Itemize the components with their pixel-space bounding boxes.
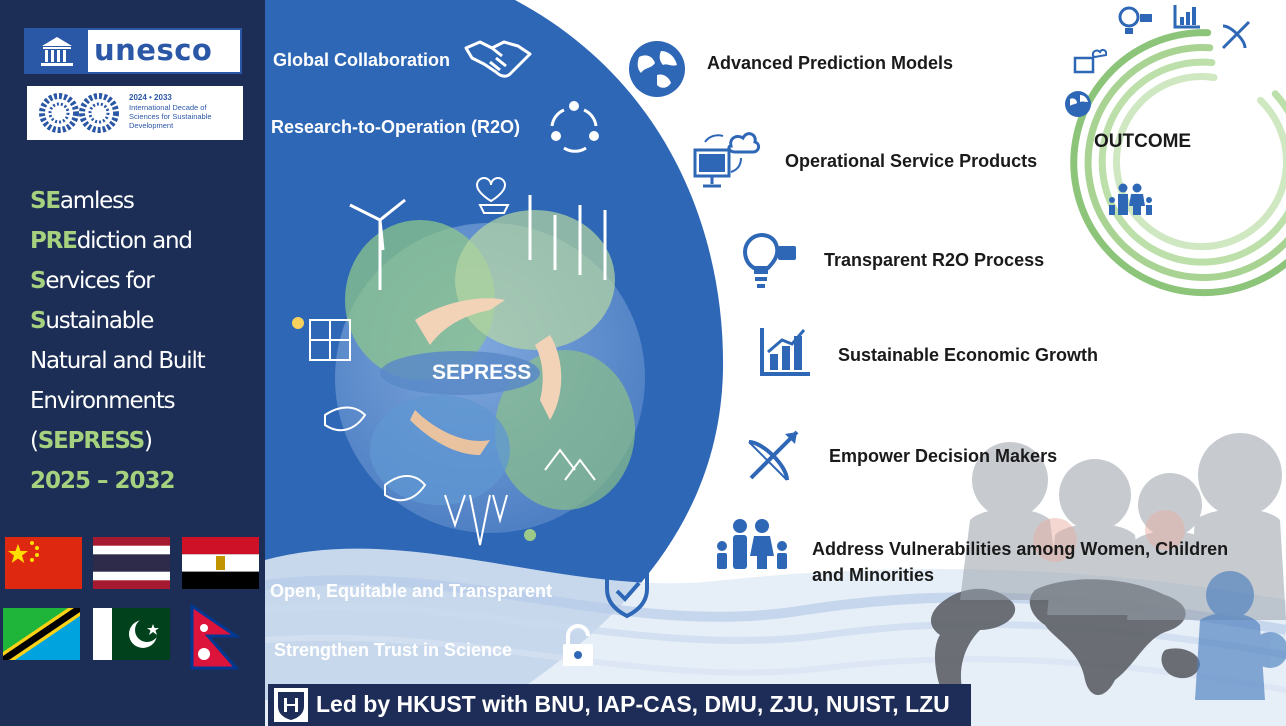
item-operational-service: Operational Service Products bbox=[785, 151, 1038, 171]
family-icon bbox=[717, 519, 787, 569]
lightbulb-icon bbox=[743, 233, 796, 288]
bow-arrow-icon bbox=[748, 430, 799, 481]
title-line-1: SEamless bbox=[30, 188, 135, 214]
flag-tanzania bbox=[3, 608, 80, 660]
item-address-vulnerabilities: Address Vulnerabilities among Women, Chi… bbox=[812, 539, 1228, 586]
unesco-logo: unesco bbox=[24, 28, 242, 74]
outcome-bow-icon bbox=[1221, 20, 1251, 50]
item-global-collaboration: Global Collaboration bbox=[273, 50, 451, 70]
sepress-hub-label: SEPRESS bbox=[432, 361, 532, 384]
outcome-label: OUTCOME bbox=[1094, 131, 1192, 152]
outcome-computer-icon bbox=[1073, 48, 1107, 74]
decade-logo: 2024 • 2033 International Decade of Scie… bbox=[27, 86, 243, 140]
decade-years: 2024 • 2033 bbox=[129, 93, 172, 102]
title-line-4: Sustainable bbox=[30, 308, 154, 334]
shield-check-icon bbox=[605, 563, 649, 619]
bar-chart-icon bbox=[760, 328, 810, 376]
background-graphics bbox=[265, 0, 1286, 726]
handshake-icon bbox=[464, 40, 532, 78]
project-years: 2025 – 2032 bbox=[30, 468, 176, 494]
outcome-globe-icon bbox=[1065, 91, 1091, 117]
item-r2o: Research-to-Operation (R2O) bbox=[271, 117, 521, 137]
cycle-arrows-icon bbox=[550, 101, 599, 153]
flag-thailand bbox=[93, 537, 170, 589]
unlock-icon bbox=[563, 624, 593, 666]
title-acronym: (SEPRESS) bbox=[30, 428, 153, 454]
outcome-lightbulb-icon bbox=[1118, 6, 1152, 34]
computer-cloud-icon bbox=[693, 132, 761, 188]
flag-pakistan bbox=[93, 608, 170, 660]
outcome-family-icon bbox=[1109, 183, 1152, 215]
hkust-logo-icon bbox=[274, 688, 308, 722]
unesco-wordmark: unesco bbox=[94, 33, 213, 67]
flag-egypt bbox=[182, 537, 259, 589]
item-empower-decision: Empower Decision Makers bbox=[829, 446, 1058, 466]
title-line-3: Services for bbox=[30, 268, 155, 294]
item-sustainable-growth: Sustainable Economic Growth bbox=[838, 345, 1099, 365]
globe-icon bbox=[629, 41, 685, 97]
item-advanced-prediction: Advanced Prediction Models bbox=[707, 53, 954, 73]
temple-icon bbox=[26, 30, 88, 72]
item-address-line1: Address Vulnerabilities among Women, Chi… bbox=[812, 539, 1229, 559]
title-line-6: Environments bbox=[30, 388, 176, 414]
item-address-line2: and Minorities bbox=[812, 565, 935, 585]
title-line-5: Natural and Built bbox=[30, 348, 206, 374]
decade-rings-icon bbox=[39, 93, 119, 133]
item-trust-science: Strengthen Trust in Science bbox=[274, 640, 513, 660]
item-transparent-r2o: Transparent R2O Process bbox=[824, 250, 1045, 270]
footer-lead-text: Led by HKUST with BNU, IAP-CAS, DMU, ZJU… bbox=[316, 691, 950, 717]
flag-nepal bbox=[190, 604, 240, 670]
decade-text: International Decade of Sciences for Sus… bbox=[129, 103, 212, 130]
footer-bar: Led by HKUST with BNU, IAP-CAS, DMU, ZJU… bbox=[268, 684, 971, 726]
outcome-chart-icon bbox=[1173, 5, 1200, 29]
left-panel: unesco 2024 • 2033 International Decade … bbox=[0, 0, 265, 726]
title-line-2: PREdiction and bbox=[30, 228, 193, 254]
flag-china bbox=[5, 537, 82, 589]
item-open-equitable: Open, Equitable and Transparent bbox=[270, 581, 553, 601]
